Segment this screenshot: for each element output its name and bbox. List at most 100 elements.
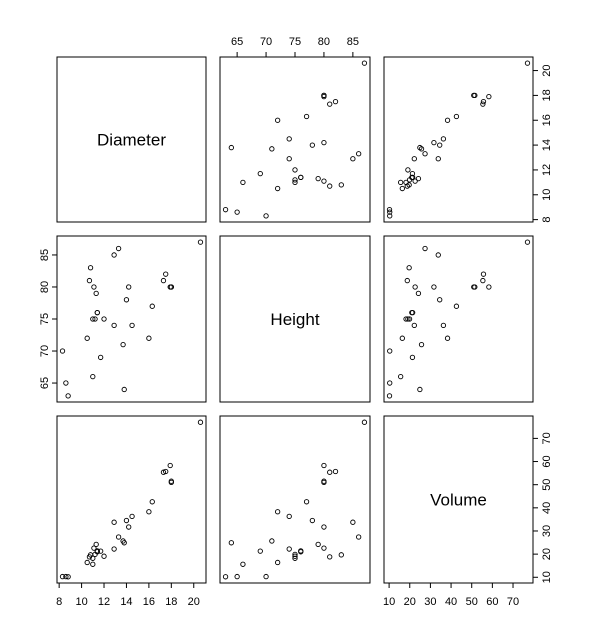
tick-label-right-volume-4: 50 [541,479,553,491]
point-volume-vs-diameter-15 [111,546,117,552]
point-height-vs-diameter-25 [160,277,167,284]
point-diameter-vs-volume-23 [444,117,451,123]
point-volume-vs-height-21 [321,524,327,530]
point-volume-vs-diameter-7 [90,555,96,561]
point-height-vs-volume-24 [453,303,460,309]
point-volume-vs-diameter-23 [146,509,152,515]
panel-frame-diameter-height [219,56,371,223]
tick-label-left-height-0: 65 [39,377,51,389]
point-height-vs-diameter-29 [168,284,174,290]
point-height-vs-diameter-7 [90,316,96,322]
tick-label-right-diameter-6: 20 [541,64,553,76]
point-height-vs-volume-3 [399,335,405,341]
point-diameter-vs-height-29 [321,92,327,99]
tick-label-right-volume-3: 40 [541,502,553,514]
tick-label-right-diameter-4: 16 [541,114,553,126]
panel-frame-height-height [219,235,371,403]
point-height-vs-volume-8 [412,284,418,290]
point-height-vs-volume-1 [387,380,393,386]
point-diameter-vs-height-21 [321,139,327,146]
tick-label-bottom-volume-1: 20 [404,596,416,608]
tick-label-right-diameter-2: 12 [541,164,553,176]
tick-label-bottom-diameter-3: 14 [120,596,132,608]
panel-frame-diameter-diameter [56,56,207,223]
point-height-vs-volume-20 [437,297,443,303]
point-diameter-vs-height-3 [274,185,281,192]
point-diameter-vs-volume-17 [422,151,428,157]
tick-label-right-volume-0: 10 [541,571,553,583]
point-volume-vs-height-26 [332,468,339,475]
tick-label-bottom-diameter-4: 16 [143,596,155,608]
point-height-vs-volume-17 [422,245,428,252]
point-height-vs-volume-16 [435,252,441,258]
point-diameter-vs-height-4 [327,183,333,189]
point-diameter-vs-volume-2 [386,207,393,213]
point-height-vs-diameter-26 [163,271,169,277]
point-height-vs-diameter-13 [98,354,104,361]
tick-label-bottom-diameter-6: 20 [188,596,200,608]
point-diameter-vs-height-8 [321,178,327,184]
point-height-vs-diameter-1 [63,380,69,386]
point-diameter-vs-height-13 [257,171,263,177]
point-diameter-vs-height-24 [303,113,310,120]
tick-label-bottom-volume-0: 10 [383,596,395,608]
tick-label-bottom-volume-4: 50 [466,596,478,608]
tick-label-left-height-1: 70 [39,345,51,357]
point-diameter-vs-volume-8 [412,178,418,184]
panel-frame-diameter-volume [383,56,534,223]
point-diameter-vs-volume-15 [411,156,417,162]
tick-label-bottom-diameter-2: 12 [98,596,110,608]
point-height-vs-diameter-4 [86,277,93,284]
point-height-vs-diameter-2 [65,393,71,399]
point-height-vs-diameter-8 [91,284,97,290]
point-volume-vs-height-23 [274,509,281,515]
point-volume-vs-height-12 [298,548,304,554]
diagonal-label-diameter: Diameter [97,131,166,150]
point-height-vs-volume-9 [406,316,413,322]
point-diameter-vs-height-12 [298,174,304,181]
point-volume-vs-diameter-2 [65,574,71,580]
panel-frame-volume-diameter [56,415,207,584]
point-height-vs-diameter-21 [126,284,132,290]
point-height-vs-volume-6 [398,373,404,380]
point-diameter-vs-volume-29 [471,92,477,99]
panel-frame-height-diameter [56,235,207,403]
point-volume-vs-height-27 [321,462,327,469]
point-height-vs-diameter-20 [123,297,130,303]
point-volume-vs-height-24 [303,499,310,505]
point-height-vs-diameter-18 [120,341,126,348]
point-diameter-vs-volume-24 [453,113,460,120]
point-volume-vs-diameter-8 [91,545,97,551]
point-diameter-vs-height-2 [222,207,229,213]
point-height-vs-diameter-6 [90,373,96,380]
tick-label-right-diameter-5: 18 [541,89,553,101]
point-volume-vs-height-18 [269,538,275,544]
point-volume-vs-diameter-19 [121,540,127,546]
point-volume-vs-height-5 [338,552,344,558]
tick-label-right-diameter-3: 14 [541,139,553,151]
tick-label-left-height-2: 75 [39,313,51,325]
tick-label-left-height-4: 85 [39,249,51,261]
panel-frame-volume-height [219,415,371,584]
point-volume-vs-height-10 [315,541,321,548]
point-height-vs-diameter-23 [146,335,152,341]
point-height-vs-volume-12 [409,309,416,316]
point-volume-vs-diameter-12 [94,548,100,554]
point-volume-vs-diameter-10 [93,541,99,548]
tick-label-top-height-2: 75 [289,36,301,48]
point-volume-vs-height-2 [222,574,229,580]
point-height-vs-volume-22 [440,322,447,329]
point-height-vs-diameter-24 [149,303,155,309]
point-diameter-vs-volume-14 [405,167,411,173]
point-diameter-vs-height-20 [309,142,316,148]
diagonal-label-height: Height [270,310,319,329]
point-volume-vs-height-8 [321,545,327,551]
point-volume-vs-height-7 [292,555,298,561]
point-diameter-vs-volume-22 [440,136,447,142]
diagonal-label-volume: Volume [430,491,487,510]
point-volume-vs-diameter-22 [129,513,135,520]
point-diameter-vs-volume-7 [403,179,409,186]
point-volume-vs-height-14 [292,553,298,559]
point-height-vs-volume-14 [405,316,411,322]
point-volume-vs-diameter-13 [98,548,104,554]
